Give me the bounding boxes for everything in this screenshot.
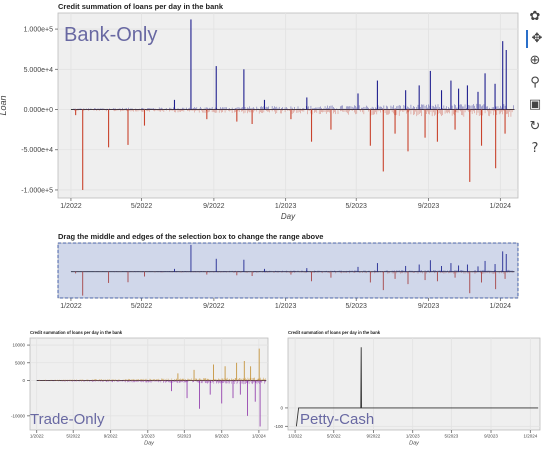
x-tick-label: 5/2023 bbox=[346, 303, 368, 310]
x-tick-label: 5/2022 bbox=[131, 203, 153, 210]
x-tick-label: 1/2023 bbox=[275, 303, 297, 310]
range-selection-box[interactable] bbox=[57, 242, 519, 299]
x-axis-label: Day bbox=[281, 212, 296, 221]
x-tick-label: 1/2024 bbox=[523, 434, 537, 439]
x-tick-label: 9/2023 bbox=[215, 434, 229, 439]
bars bbox=[295, 347, 539, 427]
chart-annotation: Petty-Cash bbox=[300, 411, 374, 428]
y-tick-label: 1.000e+5 bbox=[24, 27, 53, 34]
x-tick-label: 9/2023 bbox=[418, 303, 440, 310]
y-tick-label: 5.000e+4 bbox=[24, 67, 53, 74]
range-selector-chart: 1/2022 5/2022 9/2022 1/2023 5/2023 9/2023 1/20… bbox=[57, 232, 519, 310]
x-tick-label: 1/2024 bbox=[490, 303, 512, 310]
x-tick-label: 5/2022 bbox=[131, 303, 153, 310]
y-tick-label: -5.000e+4 bbox=[21, 147, 53, 154]
x-tick-label: 1/2022 bbox=[60, 303, 82, 310]
bokeh-logo-icon: ✿ bbox=[529, 9, 541, 24]
chart-title: Credit summation of loans per day in the… bbox=[58, 2, 224, 11]
x-tick-label: 1/2023 bbox=[275, 203, 297, 210]
petty-cash-chart: 1/2022 5/2022 9/2022 1/2023 5/2023 9/2023 1/20… bbox=[274, 330, 541, 447]
y-tick-label: -1.000e+5 bbox=[21, 187, 53, 194]
x-tick-label: 5/2023 bbox=[177, 434, 191, 439]
x-tick-label: 1/2024 bbox=[490, 203, 512, 210]
x-tick-label: 9/2022 bbox=[104, 434, 118, 439]
x-tick-label: 1/2023 bbox=[406, 434, 420, 439]
x-axis-label: Day bbox=[144, 441, 155, 447]
x-tick-label: 1/2022 bbox=[30, 434, 44, 439]
trade-only-chart: 1/2022 5/2022 9/2022 1/2023 5/2023 9/2023 1/20… bbox=[11, 330, 269, 447]
plot-area bbox=[287, 337, 541, 431]
y-tick-label: 0 bbox=[280, 405, 283, 410]
box-zoom-icon[interactable]: ⊕ bbox=[529, 53, 541, 68]
x-tick-label: 9/2022 bbox=[203, 303, 225, 310]
x-tick-label: 1/2023 bbox=[141, 434, 155, 439]
help-icon[interactable]: ? bbox=[531, 141, 539, 156]
x-tick-label: 5/2022 bbox=[66, 434, 80, 439]
chart-title: Credit summation of loans per day in the… bbox=[30, 330, 123, 335]
x-tick-label: 5/2023 bbox=[444, 434, 458, 439]
x-tick-label: 9/2023 bbox=[418, 203, 440, 210]
y-axis-label: Loan bbox=[0, 95, 8, 115]
y-tick-label: 0 bbox=[22, 378, 25, 383]
chart-title: Drag the middle and edges of the selecti… bbox=[58, 232, 323, 241]
chart-annotation: Trade-Only bbox=[30, 411, 105, 428]
plot-area bbox=[29, 337, 269, 431]
x-axis-label: Day bbox=[409, 441, 420, 447]
y-tick-label: -10000 bbox=[11, 413, 26, 418]
x-tick-label: 9/2023 bbox=[484, 434, 498, 439]
x-tick-label: 5/2023 bbox=[346, 203, 368, 210]
y-tick-label: 0.000e+0 bbox=[24, 107, 53, 114]
pan-icon[interactable]: ✥ bbox=[526, 30, 546, 48]
series-line bbox=[295, 347, 539, 427]
wheel-zoom-icon[interactable]: ⚲ bbox=[530, 75, 540, 90]
x-tick-label: 9/2022 bbox=[367, 434, 381, 439]
plot-toolbar: ✿ ✥ ⊕ ⚲ ▣ ↻? bbox=[524, 8, 546, 162]
y-tick-label: 10000 bbox=[12, 343, 25, 348]
chart-annotation: Bank-Only bbox=[64, 24, 157, 46]
main-chart: 1/2022 5/2022 9/2022 1/2023 5/2023 9/2023 1/20… bbox=[0, 2, 519, 221]
chart-title: Credit summation of loans per day in the… bbox=[288, 330, 381, 335]
reset-icon[interactable]: ↻ bbox=[529, 119, 541, 134]
y-tick-label: -100 bbox=[274, 424, 284, 429]
x-tick-label: 5/2022 bbox=[327, 434, 341, 439]
save-icon[interactable]: ▣ bbox=[528, 97, 542, 112]
x-tick-label: 9/2022 bbox=[203, 203, 225, 210]
bars bbox=[36, 348, 267, 427]
x-tick-label: 1/2022 bbox=[60, 203, 82, 210]
y-tick-label: 5000 bbox=[15, 360, 26, 365]
x-tick-label: 1/2022 bbox=[288, 434, 302, 439]
x-tick-label: 1/2024 bbox=[252, 434, 266, 439]
bars bbox=[70, 19, 515, 190]
